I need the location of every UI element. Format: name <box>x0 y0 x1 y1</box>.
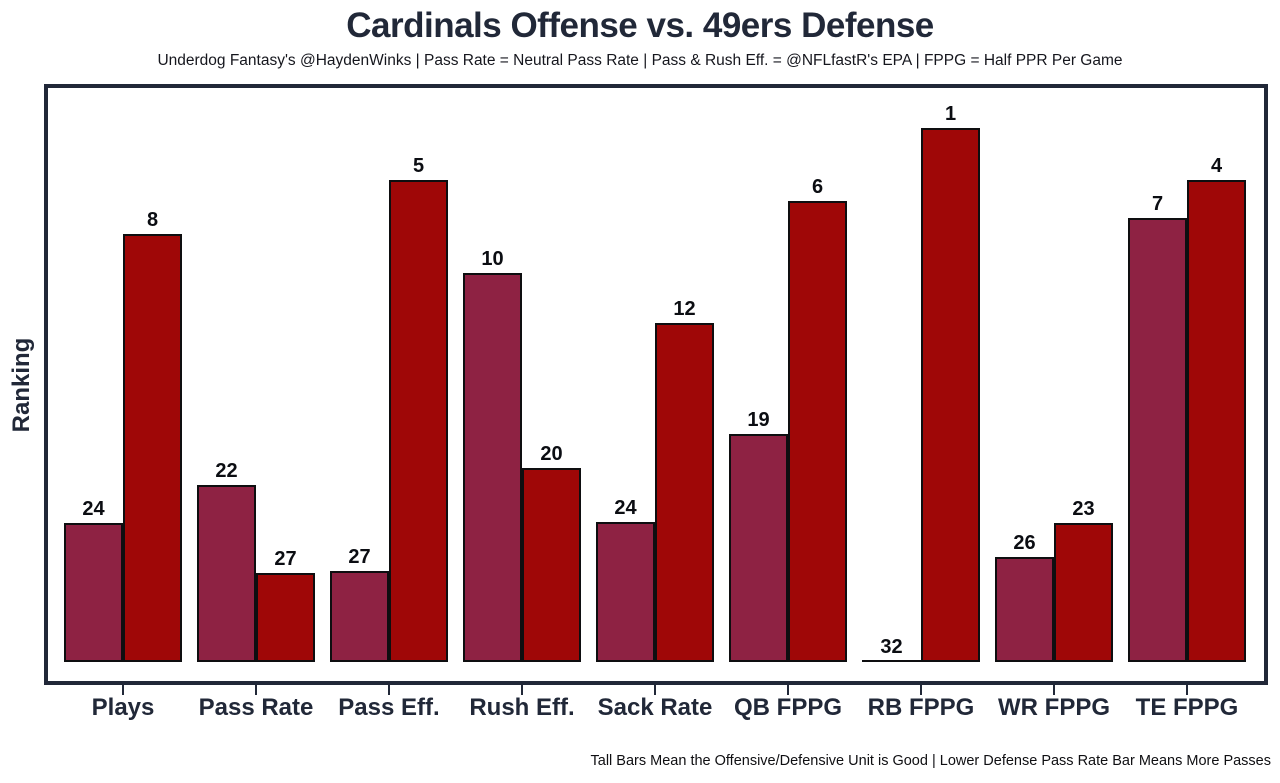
bar-value-pass-eff-cardinals-offense: 27 <box>348 546 371 568</box>
bar-value-sack-rate-cardinals-offense: 24 <box>614 497 637 519</box>
x-label-qb-fppg: QB FPPG <box>733 694 842 721</box>
bar-te-fppg-49ers-defense <box>1187 180 1246 662</box>
plot-area: 24 8 22 27 27 5 10 20 24 12 19 6 32 1 26 23 7 4 <box>44 84 1268 685</box>
x-label-te-fppg: TE FPPG <box>1135 694 1239 721</box>
x-label-pass-eff: Pass Eff. <box>338 694 440 721</box>
x-tick-pass-eff <box>388 685 390 695</box>
bar-value-te-fppg-49ers-defense: 4 <box>1210 155 1223 177</box>
bar-value-pass-eff-49ers-defense: 5 <box>412 155 425 177</box>
bar-value-qb-fppg-49ers-defense: 6 <box>811 176 824 198</box>
bar-sack-rate-49ers-defense <box>655 323 714 662</box>
x-label-rush-eff: Rush Eff. <box>469 694 575 721</box>
bar-value-pass-rate-cardinals-offense: 22 <box>215 460 238 482</box>
x-tick-te-fppg <box>1186 685 1188 695</box>
bar-rb-fppg-cardinals-offense <box>862 660 921 662</box>
chart-subtitle: Underdog Fantasy's @HaydenWinks | Pass R… <box>157 52 1123 69</box>
x-tick-pass-rate <box>255 685 257 695</box>
x-label-sack-rate: Sack Rate <box>597 694 713 721</box>
bar-value-pass-rate-49ers-defense: 27 <box>274 548 297 570</box>
bar-pass-eff-49ers-defense <box>389 180 448 662</box>
bar-te-fppg-cardinals-offense <box>1128 218 1187 662</box>
x-tick-plays <box>122 685 124 695</box>
bar-sack-rate-cardinals-offense <box>596 522 655 662</box>
bar-plays-cardinals-offense <box>64 523 123 662</box>
bar-value-rb-fppg-49ers-defense: 1 <box>944 103 957 125</box>
x-tick-sack-rate <box>654 685 656 695</box>
bar-value-rush-eff-49ers-defense: 20 <box>540 443 563 465</box>
bar-value-plays-cardinals-offense: 24 <box>82 498 105 520</box>
bar-qb-fppg-49ers-defense <box>788 201 847 662</box>
bar-wr-fppg-49ers-defense <box>1054 523 1113 662</box>
bar-value-wr-fppg-49ers-defense: 23 <box>1072 498 1095 520</box>
x-tick-qb-fppg <box>787 685 789 695</box>
x-label-rb-fppg: RB FPPG <box>867 694 975 721</box>
bar-rush-eff-cardinals-offense <box>463 273 522 662</box>
bar-pass-rate-49ers-defense <box>256 573 315 662</box>
footnote: Tall Bars Mean the Offensive/Defensive U… <box>590 753 1271 769</box>
x-tick-rush-eff <box>521 685 523 695</box>
bar-value-sack-rate-49ers-defense: 12 <box>673 298 696 320</box>
x-label-plays: Plays <box>91 694 155 721</box>
x-tick-rb-fppg <box>920 685 922 695</box>
x-label-pass-rate: Pass Rate <box>198 694 314 721</box>
x-tick-wr-fppg <box>1053 685 1055 695</box>
bar-wr-fppg-cardinals-offense <box>995 557 1054 662</box>
bar-value-rb-fppg-cardinals-offense: 32 <box>880 636 903 658</box>
bar-qb-fppg-cardinals-offense <box>729 434 788 662</box>
bar-value-te-fppg-cardinals-offense: 7 <box>1151 193 1164 215</box>
bar-rush-eff-49ers-defense <box>522 468 581 662</box>
x-label-wr-fppg: WR FPPG <box>998 694 1110 721</box>
bar-pass-eff-cardinals-offense <box>330 571 389 662</box>
bar-pass-rate-cardinals-offense <box>197 485 256 662</box>
bar-value-rush-eff-cardinals-offense: 10 <box>481 248 504 270</box>
bar-value-plays-49ers-defense: 8 <box>146 209 159 231</box>
bar-value-qb-fppg-cardinals-offense: 19 <box>747 409 770 431</box>
bar-value-wr-fppg-cardinals-offense: 26 <box>1013 532 1036 554</box>
chart-title: Cardinals Offense vs. 49ers Defense <box>346 6 934 45</box>
bar-rb-fppg-49ers-defense <box>921 128 980 662</box>
bar-plays-49ers-defense <box>123 234 182 662</box>
